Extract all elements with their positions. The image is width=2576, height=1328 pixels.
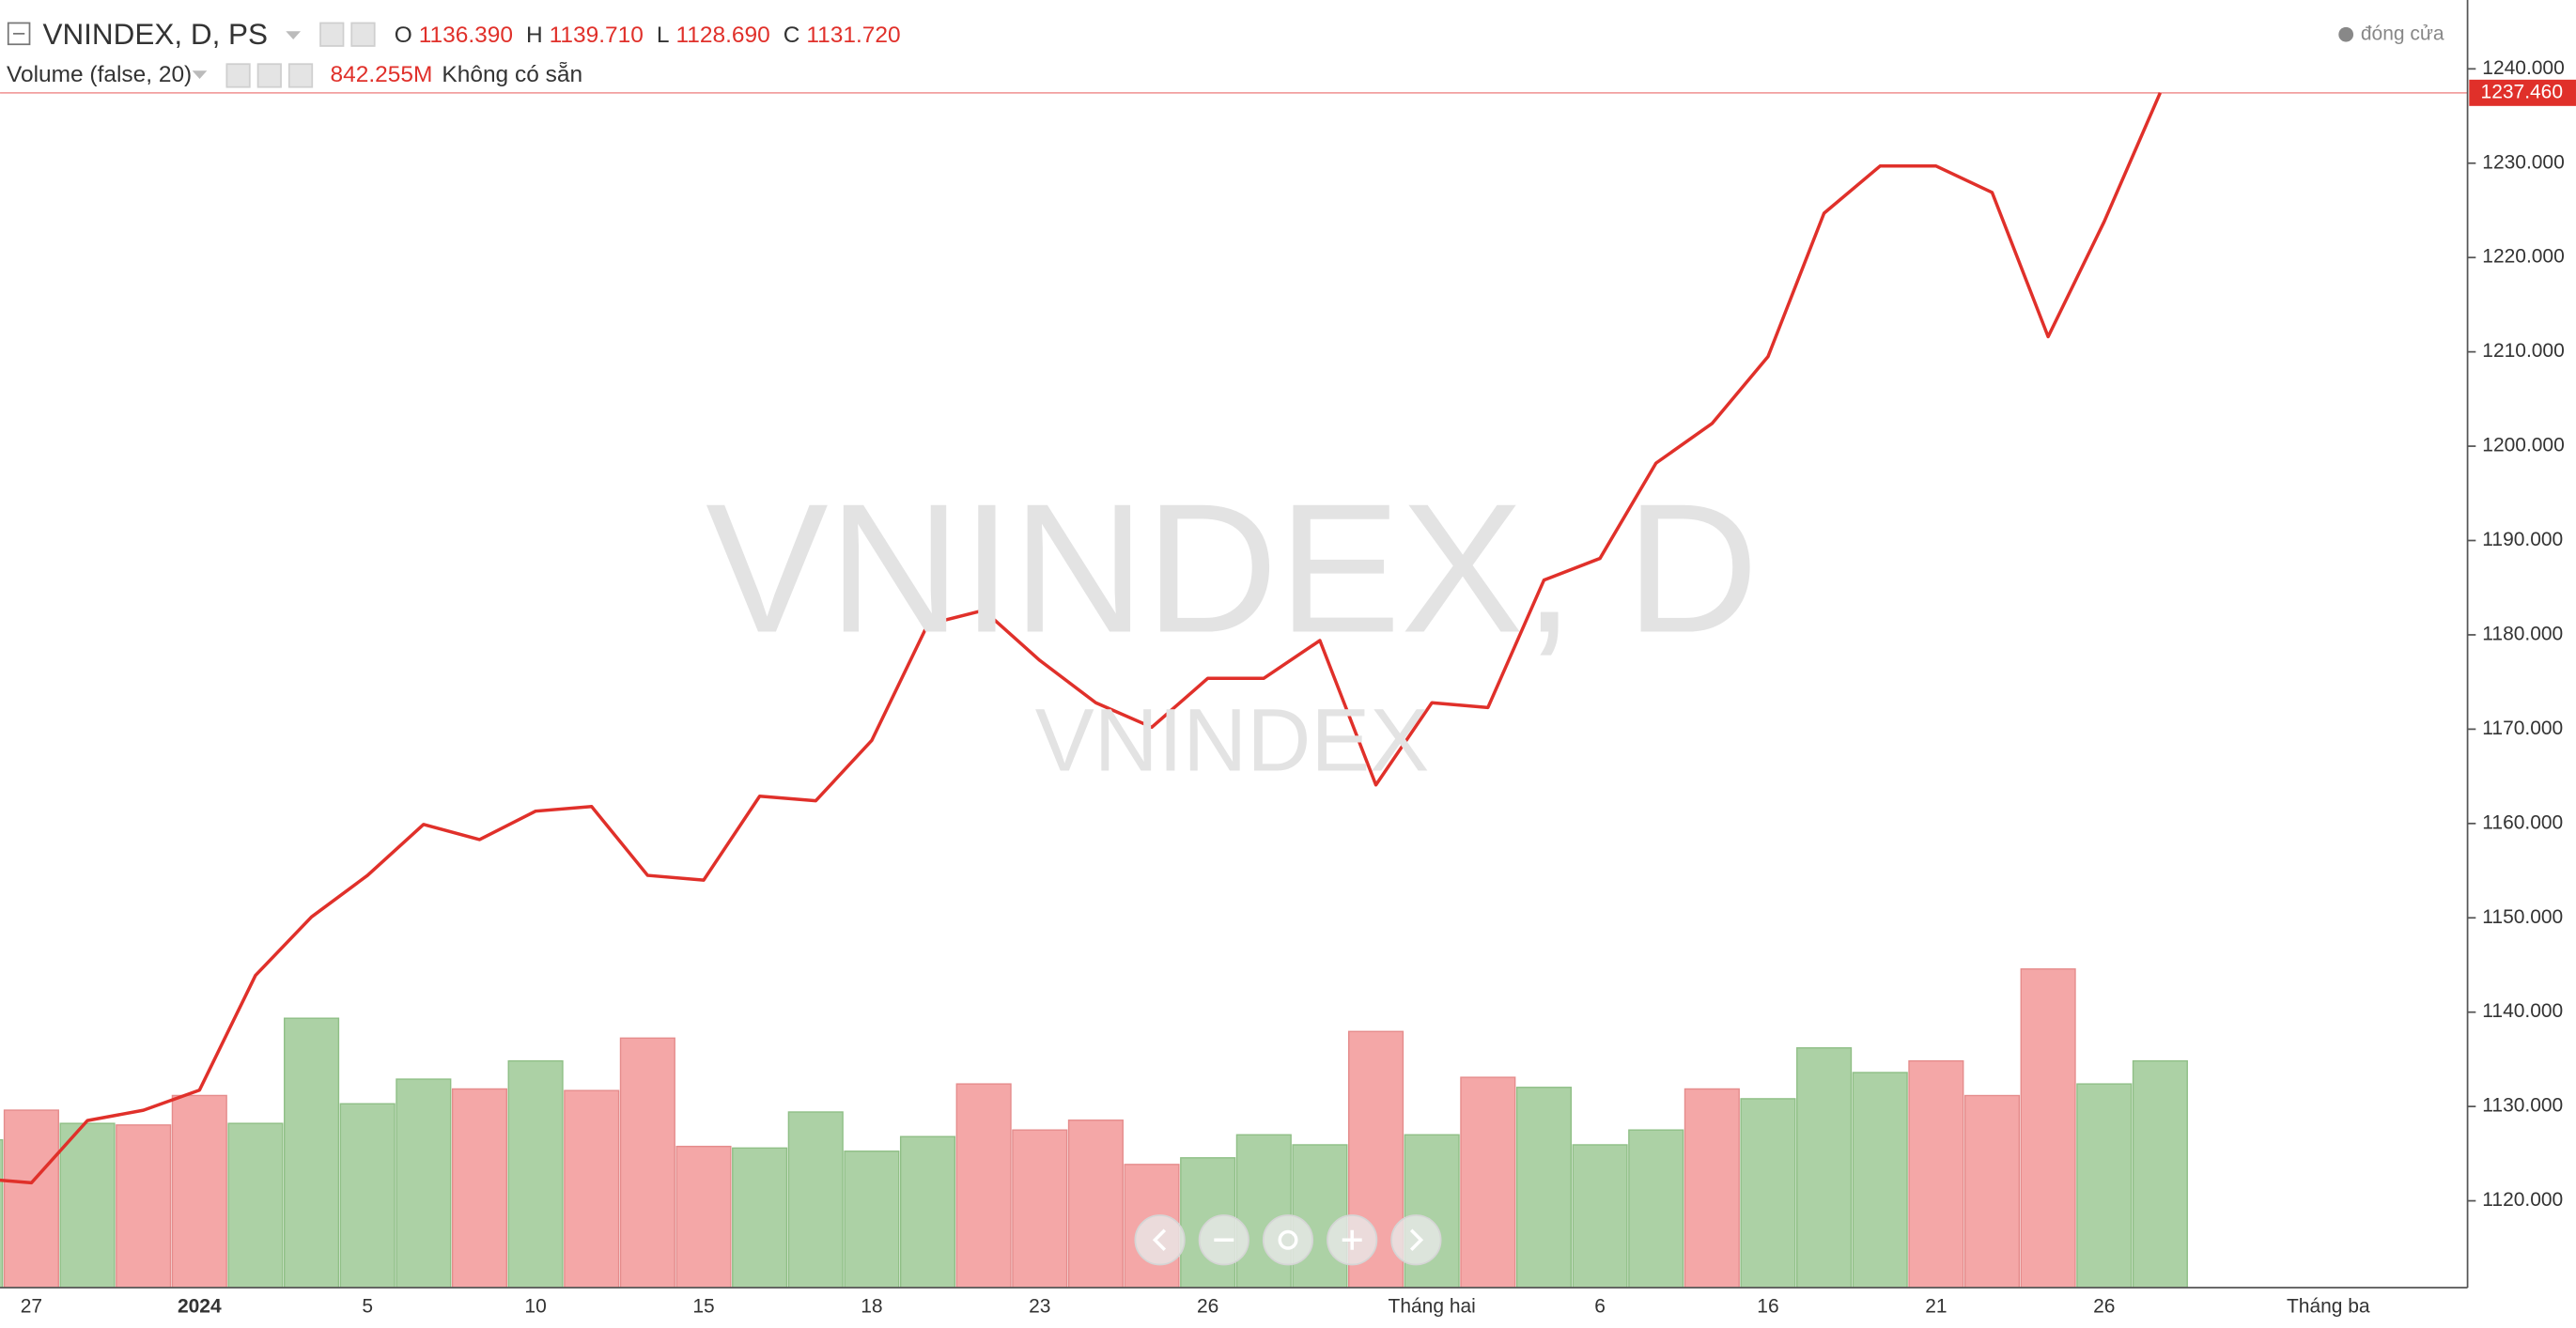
volume-bar [1740, 1098, 1796, 1288]
visibility-button[interactable] [225, 63, 251, 88]
ohlc-key: C [784, 23, 800, 48]
x-tick-label: 18 [861, 1296, 882, 1318]
nav-buttons [1134, 1214, 1442, 1266]
ohlc-key: L [657, 23, 670, 48]
ohlc-value: 1131.720 [806, 23, 900, 48]
y-tick-label: 1180.000 [2482, 623, 2563, 644]
x-tick-label: Tháng hai [1389, 1296, 1476, 1318]
x-tick-label: Tháng ba [2287, 1296, 2370, 1318]
ohlc-key: O [395, 23, 412, 48]
x-tick-label: 26 [1197, 1296, 1218, 1318]
ohlc-value: 1128.690 [675, 23, 769, 48]
volume-bar [227, 1122, 284, 1288]
y-tick-label: 1230.000 [2482, 151, 2564, 173]
ohlc-readout: O 1136.390 H 1139.710 L 1128.690 C 1131.720 [395, 23, 901, 48]
volume-bar [1515, 1087, 1573, 1288]
nav-icons [1152, 1228, 1424, 1251]
volume-bar [3, 1109, 59, 1288]
volume-readout: 842.255M [331, 62, 433, 87]
volume-bar [59, 1122, 116, 1288]
symbol-title: VNINDEX, D, PS [42, 18, 268, 51]
volume-title: Volume (false, 20) [7, 62, 192, 87]
x-tick-label: 2024 [178, 1296, 222, 1318]
ohlc-value: 1139.710 [550, 23, 644, 48]
volume-bar [1067, 1120, 1124, 1288]
y-tick-label: 1160.000 [2482, 811, 2563, 833]
y-tick-label: 1190.000 [2482, 529, 2563, 550]
volume-bar [1460, 1076, 1516, 1288]
volume-bar [0, 1138, 4, 1288]
volume-bar [339, 1103, 396, 1288]
x-tick-label: 5 [362, 1296, 373, 1318]
y-tick-label: 1130.000 [2482, 1095, 2563, 1117]
watermark: VNINDEX, D [706, 466, 1759, 672]
volume-bar [116, 1124, 172, 1288]
volume-bar [1628, 1129, 1684, 1288]
volume-bar [787, 1111, 844, 1288]
x-tick-label: 21 [1925, 1296, 1947, 1318]
volume-bar [1292, 1144, 1348, 1288]
x-tick-label: 10 [524, 1296, 546, 1318]
volume-bar [1404, 1134, 1460, 1288]
volume-bar [2076, 1083, 2133, 1288]
last-price-tag [2469, 79, 2576, 106]
volume-bar [844, 1150, 900, 1288]
settings-button[interactable] [350, 22, 376, 47]
dropdown[interactable] [286, 31, 302, 39]
volume-bar [1684, 1088, 1740, 1288]
y-tick-label: 1210.000 [2482, 340, 2564, 362]
y-tick-label: 1240.000 [2482, 57, 2564, 79]
volume-bar [2132, 1059, 2188, 1288]
ohlc-value: 1136.390 [419, 23, 513, 48]
volume-bar [619, 1037, 675, 1288]
volume-bar [1908, 1059, 1964, 1288]
remove-button[interactable] [287, 63, 314, 88]
volume-bar [1572, 1144, 1628, 1288]
plot-area [0, 91, 2468, 1288]
settings-button[interactable] [256, 63, 282, 88]
collapse-button[interactable] [7, 22, 31, 46]
volume-bar [507, 1059, 564, 1288]
volume-note: Không có sẵn [442, 61, 582, 87]
volume-bar [1796, 1047, 1853, 1288]
volume-bar [2020, 968, 2076, 1288]
y-tick-label: 1170.000 [2482, 718, 2563, 739]
volume-bar [1963, 1094, 2021, 1288]
y-tick-label: 1140.000 [2482, 1000, 2563, 1022]
legend-label: đóng cửa [2361, 23, 2444, 44]
x-tick-label: 27 [21, 1296, 42, 1318]
y-tick-label: 1220.000 [2482, 246, 2564, 268]
dropdown[interactable] [192, 70, 208, 79]
scroll-right-button[interactable] [1390, 1214, 1442, 1266]
price-line [0, 92, 2162, 1185]
x-tick-label: 23 [1029, 1296, 1050, 1318]
volume-bar [284, 1017, 340, 1288]
x-tick-label: 26 [2093, 1296, 2115, 1318]
watermark-sub: VNINDEX [1035, 692, 1430, 791]
y-tick-label: 1150.000 [2482, 906, 2563, 928]
last-price-label: 1237.460 [2481, 81, 2563, 102]
volume-bar [899, 1135, 956, 1288]
scroll-left-button[interactable] [1134, 1214, 1186, 1266]
volume-bar [451, 1088, 508, 1288]
ohlc-key: H [526, 23, 543, 48]
volume-bar [1852, 1072, 1908, 1288]
x-tick-label: 15 [692, 1296, 714, 1318]
volume-bar [732, 1147, 788, 1288]
volume-bar [564, 1089, 620, 1288]
volume-bar [396, 1078, 452, 1288]
y-tick-label: 1200.000 [2482, 435, 2564, 456]
volume-bar [1012, 1129, 1068, 1288]
x-tick-label: 16 [1757, 1296, 1778, 1318]
legend-dot [2338, 26, 2354, 42]
volume-bar [675, 1145, 732, 1288]
visibility-button[interactable] [319, 22, 345, 47]
volume-bar [171, 1094, 227, 1288]
y-tick-label: 1120.000 [2482, 1189, 2563, 1211]
volume-bar [955, 1083, 1012, 1288]
x-tick-label: 6 [1594, 1296, 1606, 1318]
reset-button[interactable] [1262, 1214, 1314, 1266]
